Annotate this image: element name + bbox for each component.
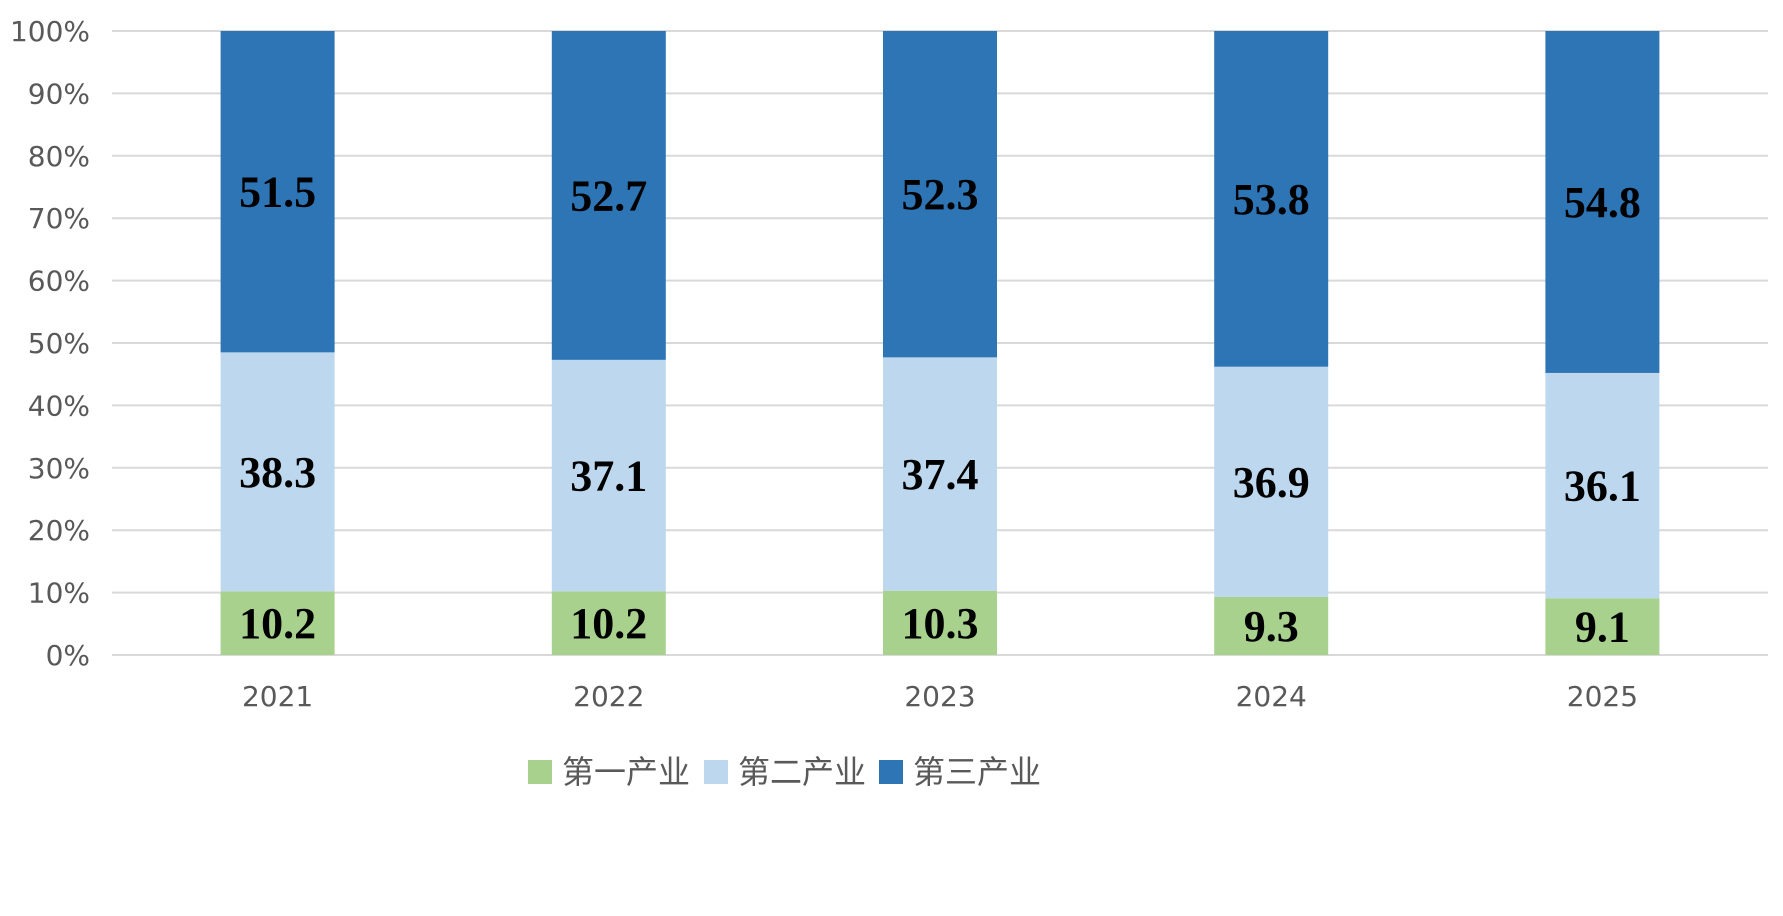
bar-segment [1545, 31, 1660, 373]
data-label: 52.7 [570, 171, 647, 220]
data-label: 10.3 [902, 599, 979, 648]
bar-segment [1214, 366, 1329, 597]
bar-segment [883, 590, 997, 655]
bar-segment [1545, 372, 1660, 599]
data-label: 38.3 [239, 448, 316, 497]
bar-segment [220, 31, 335, 353]
data-label: 51.5 [239, 168, 316, 217]
data-label: 9.3 [1244, 602, 1299, 651]
x-tick-label: 2025 [1567, 680, 1638, 713]
bar-segment [551, 591, 666, 655]
data-label: 10.2 [239, 599, 316, 648]
y-tick-label: 100% [10, 15, 90, 48]
legend-swatch [704, 760, 728, 784]
y-tick-label: 40% [28, 389, 90, 422]
y-tick-label: 0% [46, 639, 90, 672]
legend-label: 第二产业 [738, 753, 866, 791]
y-tick-label: 30% [28, 452, 90, 485]
y-tick-label: 90% [28, 77, 90, 110]
bar-segment [883, 31, 997, 358]
y-tick-label: 50% [28, 327, 90, 360]
legend-label: 第一产业 [562, 753, 690, 791]
data-label: 53.8 [1233, 175, 1310, 224]
y-tick-label: 10% [28, 577, 90, 610]
bar-segment [220, 591, 335, 655]
data-labels: 10.2 38.3 51.5 10.2 37.1 52.7 10.3 37.4 52.3 9.3 3… [239, 168, 1641, 652]
y-tick-label: 60% [28, 265, 90, 298]
legend-swatch [528, 760, 552, 784]
x-axis: 2021 2022 2023 2024 2025 [242, 680, 1638, 713]
bar-segment [1214, 596, 1329, 655]
data-label: 37.4 [902, 450, 979, 499]
bar-segment [883, 357, 997, 591]
data-label: 10.2 [570, 599, 647, 648]
x-tick-label: 2023 [904, 680, 975, 713]
bar-segment [220, 352, 335, 592]
bar-segment [551, 31, 666, 360]
x-tick-label: 2024 [1236, 680, 1307, 713]
bar-segment [1214, 31, 1329, 367]
legend-swatch [879, 760, 903, 784]
data-label: 36.9 [1233, 458, 1310, 507]
x-tick-label: 2021 [242, 680, 313, 713]
y-tick-label: 70% [28, 202, 90, 235]
y-tick-label: 80% [28, 140, 90, 173]
legend: 第一产业 第二产业 第三产业 [528, 753, 1041, 791]
bars [220, 31, 1660, 655]
data-label: 52.3 [902, 170, 979, 219]
data-label: 36.1 [1564, 462, 1641, 511]
data-label: 9.1 [1575, 603, 1630, 652]
bar-segment [1545, 598, 1660, 655]
legend-label: 第三产业 [913, 753, 1041, 791]
y-axis: 0% 10% 20% 30% 40% 50% 60% 70% 80% 90% 100% [10, 15, 90, 672]
x-tick-label: 2022 [573, 680, 644, 713]
data-label: 37.1 [570, 452, 647, 501]
data-label: 54.8 [1564, 178, 1641, 227]
bar-segment [551, 359, 666, 592]
y-tick-label: 20% [28, 514, 90, 547]
